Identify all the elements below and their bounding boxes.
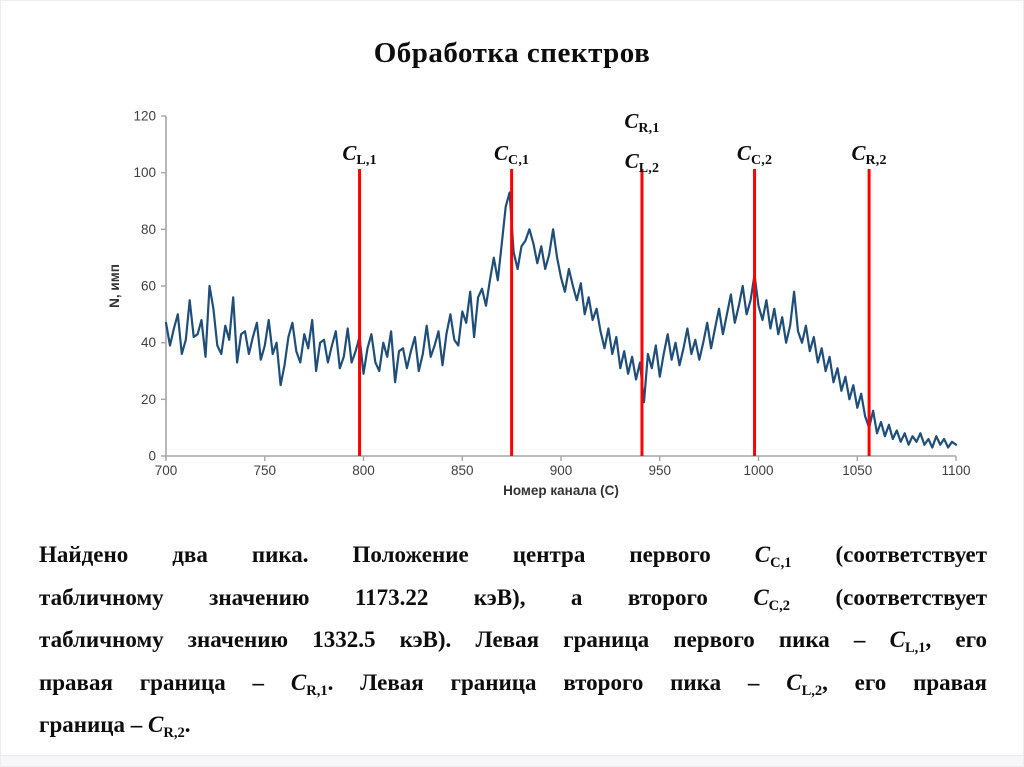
x-tick-label: 900 [550,463,573,478]
y-tick-label: 80 [141,222,156,237]
y-tick-label: 0 [148,449,156,464]
math-variable: CC,2 [753,584,791,614]
x-tick-label: 1100 [941,463,970,478]
x-tick-label: 1000 [743,463,773,478]
y-tick-label: 40 [141,335,156,350]
x-tick-label: 750 [253,463,276,478]
body-paragraph: Найдено два пика. Положение центра перво… [39,538,987,751]
math-variable: CC,1 [754,542,792,571]
slide-title: Обработка спектров [373,37,651,69]
math-variable: CR,2 [148,712,185,742]
paragraph-line: табличному значению 1332.5 кэВ). Левая г… [39,627,987,657]
math-variable: CL,1 [889,627,926,657]
y-axis-label: N, имп [107,264,122,308]
y-tick-label: 120 [133,109,156,124]
math-variable: CR,1 [290,669,328,699]
y-tick-label: 60 [141,279,156,294]
x-tick-label: 800 [352,463,375,478]
x-tick-label: 1050 [842,463,872,478]
x-tick-label: 700 [155,463,178,478]
x-tick-label: 850 [451,463,474,478]
y-tick-label: 20 [141,392,156,407]
x-axis-label: Номер канала (С) [503,483,619,498]
y-tick-label: 100 [133,165,156,180]
slide-bottom-strip [1,755,1023,766]
x-tick-label: 950 [648,463,671,478]
spectrum-chart: 700 750 800 850 900 950 1000 1050 1100 0 20 40 60 80 1… [107,109,971,499]
paragraph-line: правая граница – CR,1. Левая граница вто… [39,669,987,699]
paragraph-line: Найдено два пика. Положение центра перво… [39,542,987,571]
paragraph-line: граница – CR,2. [39,712,191,742]
spectrum-line [164,191,958,449]
paragraph-line: табличному значению 1173.22 кэВ), а втор… [39,584,987,614]
math-variable: CL,2 [786,669,823,699]
